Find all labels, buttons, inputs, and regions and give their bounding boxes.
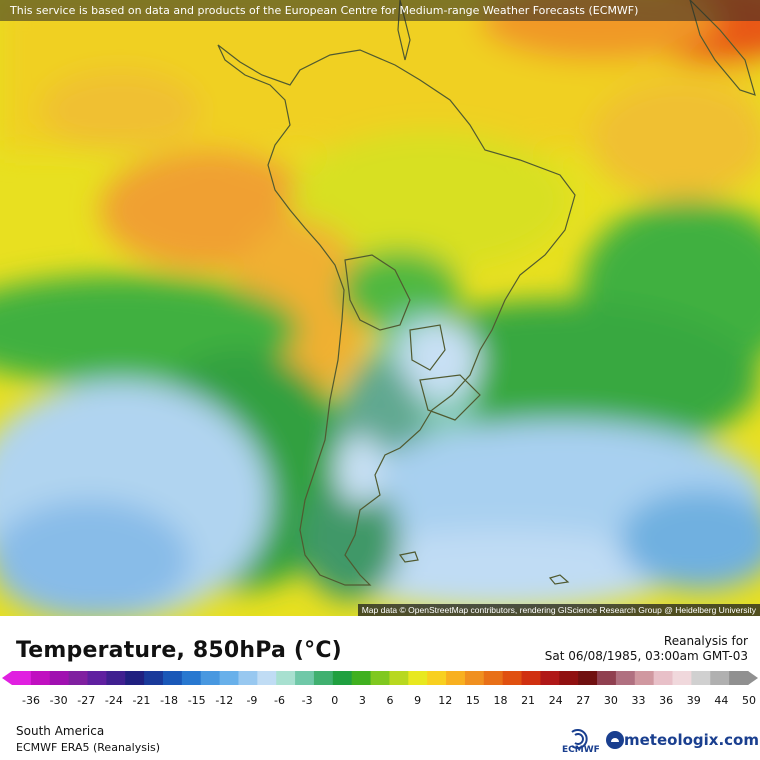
colorbar-tick-label: 3	[358, 694, 366, 707]
brand-name[interactable]: meteologix.com	[624, 731, 759, 749]
colorbar-swatch	[257, 671, 277, 685]
colorbar-tick-label: 18	[493, 694, 508, 707]
colorbar-tick-label: 33	[631, 694, 646, 707]
colorbar-swatch	[125, 671, 145, 685]
colorbar-swatch	[464, 671, 485, 685]
colorbar-swatch	[729, 671, 749, 685]
colorbar-swatch	[502, 671, 523, 685]
colorbar-swatch	[597, 671, 617, 685]
colorbar-tick-label: -30	[49, 694, 68, 707]
coastline	[217, 0, 756, 586]
colorbar-swatch	[181, 671, 202, 685]
colorbar-tick-label: 12	[438, 694, 453, 707]
colorbar-swatch	[12, 671, 32, 685]
colorbar-swatch	[446, 671, 466, 685]
colorbar-tick-label: -36	[22, 694, 40, 707]
colorbar-swatch	[87, 671, 107, 685]
colorbar-tick-label: 9	[414, 694, 422, 707]
colorbar-tick-label: -12	[215, 694, 234, 707]
colorbar-swatch	[691, 671, 711, 685]
colorbar-tick-label: 36	[659, 694, 674, 707]
colorbar-swatch	[200, 671, 221, 685]
colorbar-tick-label: 21	[521, 694, 536, 707]
colorbar-swatch	[332, 671, 353, 685]
colorbar-left-arrow	[2, 671, 12, 685]
colorbar-tick-label: 6	[386, 694, 394, 707]
colorbar-tick-label: -9	[246, 694, 258, 707]
colorbar-swatch	[615, 671, 636, 685]
colorbar-swatch	[634, 671, 655, 685]
region-label: South America	[16, 724, 105, 738]
colorbar-tick-label: 0	[331, 694, 339, 707]
colorbar-swatch	[408, 671, 428, 685]
colorbar-tick-label: 24	[548, 694, 563, 707]
reanalysis-info: Reanalysis for Sat 06/08/1985, 03:00am G…	[545, 634, 748, 664]
colorbar-swatch	[540, 671, 560, 685]
ecmwf-logo-icon[interactable]	[562, 728, 602, 756]
colorbar-tick-label: -24	[104, 694, 123, 707]
colorbar-swatch	[427, 671, 447, 685]
colorbar-swatch	[49, 671, 70, 685]
reanalysis-label: Reanalysis for	[663, 634, 748, 648]
colorbar	[2, 671, 758, 685]
colorbar-swatch	[162, 671, 183, 685]
colorbar-swatch	[219, 671, 239, 685]
colorbar-swatch	[313, 671, 334, 685]
colorbar-swatch	[559, 671, 579, 685]
colorbar-swatch	[653, 671, 674, 685]
colorbar-swatch	[295, 671, 315, 685]
colorbar-swatch	[106, 671, 126, 685]
colorbar-tick-label: -3	[301, 694, 313, 707]
colorbar-tick-label: -6	[274, 694, 286, 707]
colorbar-swatch	[30, 671, 51, 685]
colorbar-swatch	[68, 671, 88, 685]
valid-time: Sat 06/08/1985, 03:00am GMT-03	[544, 649, 748, 663]
temperature-map[interactable]: This service is based on data and produc…	[0, 0, 760, 616]
map-title: Temperature, 850hPa (°C)	[16, 638, 342, 663]
legend-panel: Temperature, 850hPa (°C) Reanalysis for …	[0, 616, 760, 760]
colorbar-swatch	[672, 671, 692, 685]
temperature-field	[0, 0, 760, 616]
meteologix-logo-icon[interactable]	[604, 729, 626, 751]
colorbar-swatch	[370, 671, 390, 685]
colorbar-swatch	[483, 671, 504, 685]
colorbar-swatch	[521, 671, 541, 685]
ecmwf-banner: This service is based on data and produc…	[0, 0, 760, 21]
colorbar-tick-label: -27	[77, 694, 96, 707]
colorbar-tick-label: 27	[576, 694, 591, 707]
colorbar-tick-label: 30	[603, 694, 618, 707]
ecmwf-logo-text: ECMWF	[562, 745, 600, 755]
colorbar-swatch	[389, 671, 409, 685]
colorbar-swatch	[351, 671, 372, 685]
colorbar-ticks: -36 -30 -27 -24 -21 -18 -15 -12 -9 -6 -3 0 3 6 9 12 15 18…	[0, 694, 760, 712]
colorbar-tick-label: 15	[465, 694, 480, 707]
colorbar-swatch	[144, 671, 164, 685]
colorbar-swatch	[710, 671, 730, 685]
model-label: ECMWF ERA5 (Reanalysis)	[16, 741, 161, 754]
colorbar-swatch	[276, 671, 296, 685]
colorbar-tick-label: -15	[187, 694, 206, 707]
colorbar-tick-label: -21	[132, 694, 151, 707]
colorbar-tick-label: 39	[686, 694, 701, 707]
map-attribution[interactable]: Map data © OpenStreetMap contributors, r…	[357, 604, 760, 616]
colorbar-tick-label: -18	[160, 694, 179, 707]
colorbar-right-arrow	[748, 671, 758, 685]
colorbar-tick-label: 50	[742, 694, 756, 707]
colorbar-tick-label: 44	[714, 694, 729, 707]
colorbar-swatch	[238, 671, 258, 685]
colorbar-swatch	[578, 671, 598, 685]
